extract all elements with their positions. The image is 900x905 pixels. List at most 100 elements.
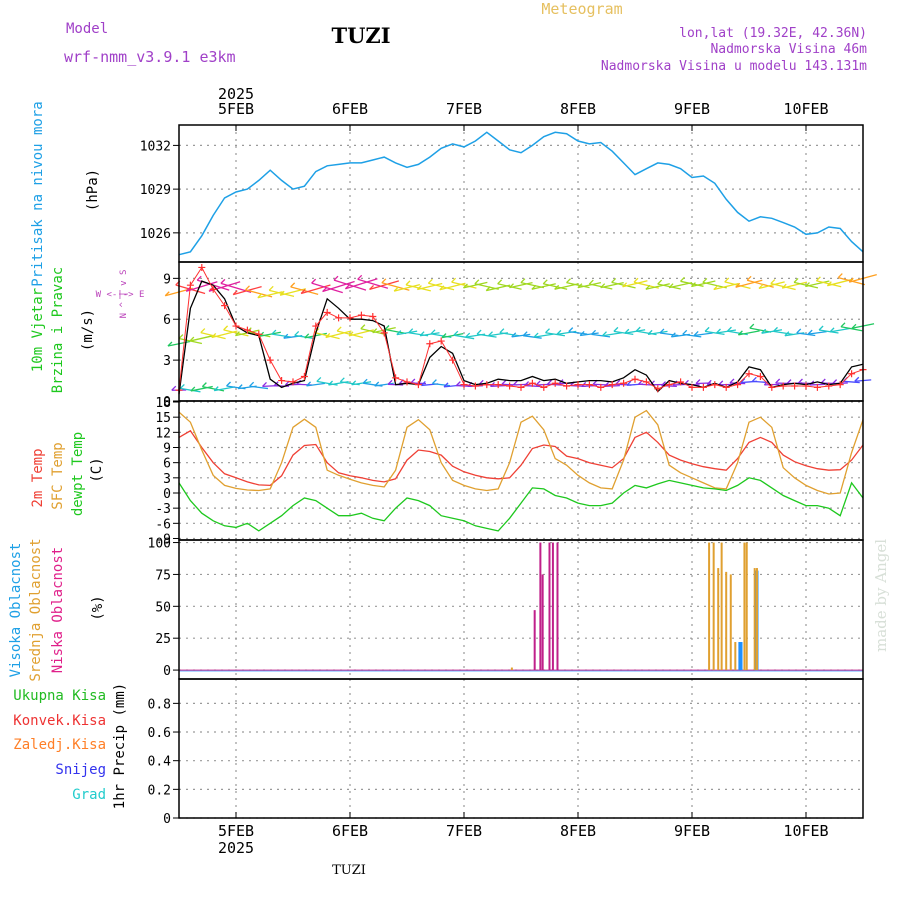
y-tick-label: 6: [163, 457, 171, 472]
wind-arrow-head: [432, 380, 436, 384]
wind-arrow-head: [750, 324, 754, 328]
cloud-bar-3: [534, 610, 536, 670]
y-tick-label: 0: [163, 487, 171, 502]
cloud-bar-3: [542, 574, 544, 670]
wind-arrow-head: [752, 377, 756, 381]
wind-arrow-head: [567, 279, 571, 283]
y-tick-label: 50: [155, 600, 171, 615]
wind-arrow-head: [569, 328, 573, 332]
wind-arrow-head: [498, 280, 502, 284]
wind-arrow-head: [269, 286, 273, 290]
wind-title-2: Brzina i Pravac: [50, 267, 66, 393]
wind-barb-level-2: [168, 323, 874, 346]
x-tick-label-bottom: 9FEB: [674, 822, 710, 840]
wind-gust-marker: [654, 385, 661, 392]
wind-arrow-head: [361, 325, 365, 329]
cloud-bar-1: [740, 642, 743, 670]
x-tick-label-top: 7FEB: [446, 100, 482, 118]
wind-arrow-head: [502, 380, 506, 384]
panel-frame-5: [179, 679, 863, 818]
wind-gust-marker: [404, 378, 411, 385]
cloud-unit: (%): [90, 595, 106, 620]
cloud-bar-2: [743, 543, 745, 671]
credit-text: made by Angel: [872, 539, 890, 652]
y-tick-label: 9: [163, 272, 171, 287]
wind-arrow-head: [202, 383, 206, 387]
cloud-bar-3: [556, 543, 558, 671]
elevation-text: Nadmorska Visina 46m: [710, 42, 867, 57]
y-tick-label: 18: [155, 396, 171, 411]
wind-arrow-head: [382, 279, 386, 283]
x-tick-label-bottom: 6FEB: [332, 822, 368, 840]
y-tick-label: 100: [148, 537, 171, 552]
wind-arrow-head: [681, 277, 685, 281]
cloud-bar-2: [725, 572, 727, 670]
wind-gust-marker: [267, 357, 274, 364]
wind-gust-marker: [301, 373, 308, 380]
cloud-bar-3: [549, 543, 551, 671]
x-tick-label-bottom: 8FEB: [560, 822, 596, 840]
precip-legend-2: Konvek.Kisa: [13, 713, 106, 729]
wind-unit: (m/s): [80, 309, 96, 351]
wind-arrow: [202, 387, 224, 391]
cloud-bar-3: [552, 543, 554, 671]
wind-arrow-head: [776, 379, 780, 383]
precip-legend-1: Ukupna Kisa: [13, 688, 106, 704]
wind-title-1: 10m Vjetar: [30, 288, 46, 372]
x-tick-label-top: 6FEB: [332, 100, 368, 118]
cloud-bar-2: [717, 568, 719, 670]
wind-arrow-head: [340, 378, 344, 382]
wind-arrow-head: [312, 279, 316, 283]
wind-gust-marker: [506, 383, 513, 390]
y-tick-label: 1026: [140, 227, 171, 242]
wind-arrow-head: [705, 327, 709, 331]
x-tick-label-bottom: 7FEB: [446, 822, 482, 840]
wind-gust-marker: [347, 314, 354, 321]
cloud-title-low: Niska Oblacnost: [50, 547, 66, 673]
wind-arrow-head: [295, 331, 299, 335]
wind-arrow: [774, 331, 793, 334]
wind-arrow-head: [543, 280, 547, 284]
y-tick-label: 0.4: [148, 755, 172, 770]
wind-gust-marker: [438, 338, 445, 345]
wind-arrow-head: [658, 280, 662, 284]
temp-title-sfc: SFC Temp: [50, 442, 66, 509]
wind-gust-marker: [415, 381, 422, 388]
wind-gust-marker: [632, 376, 639, 383]
wind-gust-marker: [461, 381, 468, 388]
wind-arrow-head: [838, 274, 842, 278]
wind-arrow-head: [224, 326, 228, 330]
wind-arrow-head: [475, 280, 479, 284]
chart-name: Meteogram: [541, 0, 622, 18]
y-tick-label: 75: [155, 568, 171, 583]
x-tick-label-top: 8FEB: [560, 100, 596, 118]
wind-arrow-head: [201, 329, 205, 333]
model-elevation-text: Nadmorska Visina u modelu 143.131m: [601, 59, 867, 74]
wind-gust-marker: [700, 384, 707, 391]
panel-frame-4: [179, 540, 863, 679]
cloud-bar-2: [754, 568, 756, 670]
wind-barb-level-3: [165, 274, 877, 298]
wind-gust-marker: [255, 331, 262, 338]
y-tick-label: 0: [163, 812, 171, 827]
cloud-bar-2: [721, 543, 723, 671]
wind-arrow: [500, 333, 519, 336]
wind-gust-marker: [187, 282, 194, 289]
wind-arrow-head: [841, 323, 845, 327]
wind-arrow-head: [227, 382, 231, 386]
x-tick-label-bottom: 10FEB: [783, 822, 828, 840]
wind-arrow: [334, 280, 366, 290]
y-tick-label: 0.6: [148, 726, 171, 741]
wind-arrow-head: [406, 281, 410, 285]
wind-arrow-head: [546, 329, 550, 333]
wind-gust-marker: [711, 381, 718, 388]
wind-gust-line: [179, 268, 863, 391]
wind-arrow-head: [612, 278, 616, 282]
temp-title-dewpt: dewpt Temp: [70, 432, 86, 516]
wind-gust-marker: [233, 323, 240, 330]
year-label-top: 2025: [218, 85, 254, 103]
y-tick-label: 6: [163, 313, 171, 328]
wind-arrow-head: [797, 329, 801, 333]
y-tick-label: 1029: [140, 183, 171, 198]
cloud-bar-2: [708, 543, 710, 671]
